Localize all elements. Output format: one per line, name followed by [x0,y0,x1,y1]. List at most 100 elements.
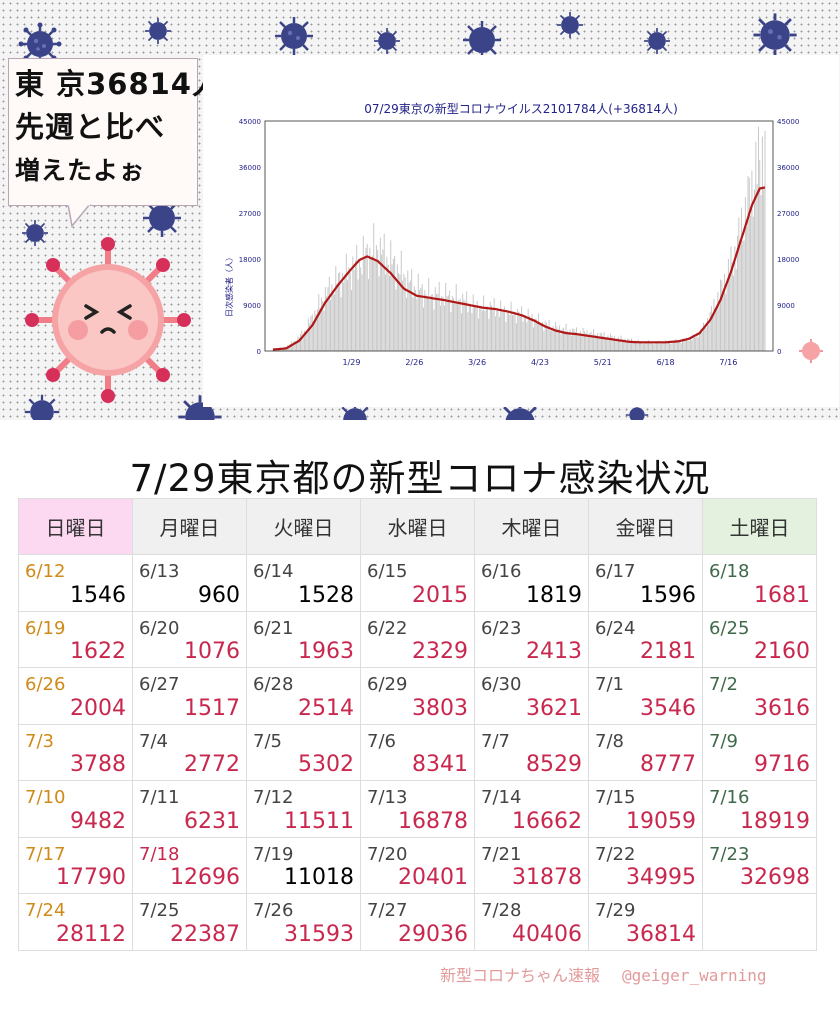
bar [508,310,509,351]
bar [513,314,515,351]
bar [301,330,303,351]
bar [462,293,464,351]
day-cell: 7/25 22387 [132,893,247,951]
bar [480,306,482,351]
bar [548,319,550,351]
bar [365,247,367,351]
case-count: 9482 [70,808,126,834]
bar [539,323,541,351]
bar [650,343,652,351]
day-cell: 6/24 2181 [588,610,703,668]
bar [617,336,619,351]
bar [307,318,309,351]
day-cell: 7/19 11018 [246,836,361,894]
bar [540,324,542,351]
bar [560,334,562,351]
bar [529,316,530,351]
bar [569,329,571,351]
bar [385,274,386,351]
bar [708,324,710,351]
bar [375,245,377,351]
chart-ylabel: 日次感染者（人） [224,253,234,317]
bar [353,269,355,351]
bar [292,343,294,351]
day-cell: 7/5 5302 [246,723,361,781]
bar [535,318,537,351]
bar [319,308,321,351]
bar [693,334,695,351]
y-tick-label-right: 18000 [777,256,799,264]
bar [631,338,632,351]
day-cell: 7/11 6231 [132,780,247,838]
bar [669,340,670,351]
bar [492,307,494,351]
date-label: 6/16 [481,561,522,582]
weekday-header: 金曜日 [588,498,703,555]
y-tick-label-right: 36000 [777,164,799,172]
bar [553,331,555,351]
bar [610,333,612,351]
bar [536,322,538,351]
case-count: 8777 [640,752,696,777]
bar [717,291,719,351]
day-cell: 6/22 2329 [360,610,475,668]
case-count: 29036 [398,921,468,947]
bar [313,324,315,351]
day-cell: 7/4 2772 [132,723,247,781]
date-label: 6/21 [253,617,294,639]
bar [557,328,559,351]
page-title: 7/29東京都の新型コロナ感染状況 [129,457,711,500]
day-cell: 7/8 8777 [588,723,703,781]
bar [358,259,360,351]
chart-title: 07/29東京の新型コロナウイルス2101784人(+36814人) [364,101,678,116]
virus-icon [22,220,48,246]
bar [506,311,508,351]
bar [654,341,656,351]
bar [369,247,371,351]
case-count: 34995 [626,865,696,890]
bar [356,244,358,351]
case-count: 1596 [640,582,696,608]
date-label: 7/3 [25,730,54,752]
bar [559,325,561,351]
bar [646,342,648,351]
bar [339,272,341,351]
date-label: 7/15 [595,787,636,808]
bar [523,317,525,351]
bar [705,327,707,351]
case-count: 18919 [740,808,810,834]
day-cell: 7/24 28112 [18,893,133,951]
day-cell: 7/3 3788 [18,723,133,781]
bar [458,299,460,351]
date-label: 7/2 [709,674,738,695]
bar [655,341,657,351]
bar [652,341,653,351]
bar [526,322,528,351]
bar [699,333,701,351]
bar [611,335,613,351]
bar [678,342,680,351]
bar [612,338,614,351]
date-label: 7/5 [253,730,282,752]
bar [546,322,547,351]
bar [497,309,499,351]
x-tick-label: 4/23 [531,358,549,367]
case-count: 8529 [526,752,582,777]
case-count: 32698 [740,865,810,890]
case-count: 1546 [70,582,126,608]
bar [597,333,598,351]
bar [759,160,761,351]
date-label: 7/11 [139,787,180,808]
bar [423,307,424,351]
date-label: 6/30 [481,674,522,695]
bar [331,284,333,351]
bar [517,308,519,351]
table-row: 7/17 17790 7/18 12696 7/19 11018 7/20 20401 7/21… [18,836,817,894]
day-cell: 6/19 1622 [18,610,133,668]
virus-icon [24,394,60,424]
bar [682,339,684,351]
bar [361,274,363,351]
bar [561,328,563,351]
bar [474,304,475,351]
bar [697,337,699,351]
